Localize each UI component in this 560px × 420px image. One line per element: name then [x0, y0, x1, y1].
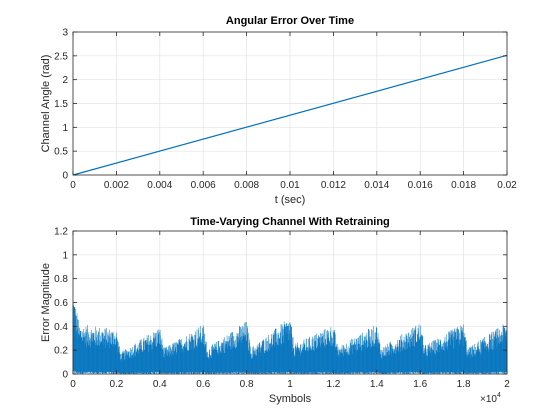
x-tick-label: 0.6 [196, 379, 210, 390]
ticks: 0 0.002 0.004 0.006 0.008 0.01 0.012 0.014 0.016… [54, 28, 517, 192]
y-tick-label: 2.5 [54, 51, 68, 62]
x-axis-label: t (sec) [275, 194, 306, 206]
x-tick-label: 0.02 [497, 180, 517, 191]
x-tick-label: 0.014 [364, 180, 389, 191]
y-tick-label: 0.4 [54, 322, 68, 333]
y-axis-label: Error Magnitude [40, 263, 52, 342]
chart-title: Angular Error Over Time [226, 15, 354, 27]
x-tick-label: 0.2 [109, 379, 123, 390]
x-axis-label: Symbols [269, 393, 312, 405]
y-tick-label: 3 [62, 28, 68, 39]
x-tick-label: 0.008 [234, 180, 259, 191]
x-tick-label: 1.4 [370, 379, 384, 390]
y-tick-label: 1 [62, 123, 68, 134]
x-tick-label: 0 [70, 379, 76, 390]
y-tick-label: 0.2 [54, 346, 68, 357]
axes-error-magnitude: 0 0.2 0.4 0.6 0.8 1 1.2 1.4 1.6 1.8 2 0 0.2 0.4 0.6 0.8… [40, 216, 510, 405]
x-tick-label: 0.004 [147, 180, 172, 191]
x-axis-multiplier: ×104 [480, 392, 501, 405]
y-tick-label: 0.6 [54, 298, 68, 309]
axes-angular-error: 0 0.002 0.004 0.006 0.008 0.01 0.012 0.014 0.016… [40, 15, 517, 206]
x-tick-label: 2 [504, 379, 510, 390]
x-tick-label: 1.8 [457, 379, 471, 390]
y-axis-label: Channel Angle (rad) [40, 55, 52, 153]
y-tick-label: 1 [62, 250, 68, 261]
x-tick-label: 0 [70, 180, 76, 191]
x-tick-label: 0.01 [280, 180, 300, 191]
x-tick-label: 1.6 [413, 379, 427, 390]
grid [73, 32, 507, 175]
y-tick-label: 0.5 [54, 147, 68, 158]
y-tick-label: 0.8 [54, 274, 68, 285]
x-tick-label: 1.2 [326, 379, 340, 390]
y-tick-label: 0 [62, 370, 68, 381]
y-tick-label: 2 [62, 75, 68, 86]
x-tick-label: 0.006 [191, 180, 216, 191]
ticks: 0 0.2 0.4 0.6 0.8 1 1.2 1.4 1.6 1.8 2 0 0.2 0.4 0.6 0.8… [54, 227, 510, 391]
y-tick-label: 0 [62, 171, 68, 182]
x-tick-label: 0.012 [321, 180, 346, 191]
x-tick-label: 0.018 [451, 180, 476, 191]
x-tick-label: 0.4 [153, 379, 167, 390]
multiplier-exponent: 4 [497, 392, 501, 399]
y-tick-label: 1.5 [54, 99, 68, 110]
x-tick-label: 0.8 [240, 379, 254, 390]
data-layer [72, 54, 508, 176]
series-line [72, 54, 508, 176]
y-tick-label: 1.2 [54, 227, 68, 238]
chart-title: Time-Varying Channel With Retraining [190, 216, 390, 228]
x-tick-label: 1 [287, 379, 293, 390]
x-tick-label: 0.002 [104, 180, 129, 191]
x-tick-label: 0.016 [408, 180, 433, 191]
multiplier-base: ×10 [480, 394, 497, 405]
